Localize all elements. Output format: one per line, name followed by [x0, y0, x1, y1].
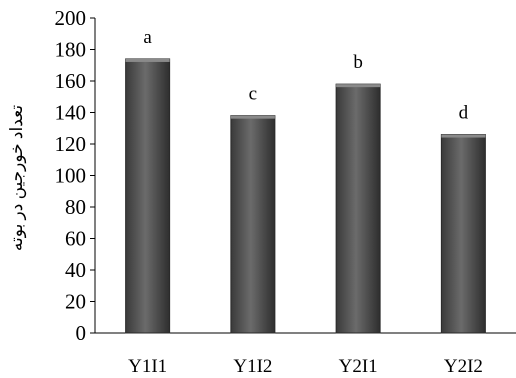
- data-label: c: [249, 84, 257, 105]
- y-tick-label: 0: [76, 321, 87, 345]
- bar: [125, 58, 171, 334]
- y-tick-label: 140: [55, 101, 87, 125]
- data-label: a: [143, 27, 152, 48]
- y-tick-label: 40: [65, 258, 86, 282]
- bar: [230, 115, 276, 334]
- bar: [440, 134, 486, 334]
- y-tick-label: 100: [55, 164, 87, 188]
- bar-cap: [125, 58, 170, 62]
- data-label: d: [459, 103, 469, 124]
- category-label: Y1I2: [233, 356, 272, 377]
- category-label: Y2I1: [339, 356, 378, 377]
- bar-cap: [336, 84, 381, 88]
- category-label: Y2I2: [444, 356, 483, 377]
- bar-cap: [230, 115, 275, 119]
- y-axis-label: تعداد خورجین در بوته: [7, 105, 27, 251]
- data-label: b: [353, 52, 363, 73]
- category-label: Y1I1: [128, 356, 167, 377]
- data-labels: a c b d: [143, 27, 468, 124]
- y-tick-label: 180: [55, 38, 87, 62]
- y-tick-label: 120: [55, 132, 87, 156]
- y-tick-label: 160: [55, 69, 87, 93]
- category-labels: Y1I1 Y1I2 Y2I1 Y2I2: [128, 356, 483, 377]
- bars: [125, 58, 486, 334]
- y-tick-labels: 0 20 40 60 80 100 120 140 160 180 200: [55, 6, 95, 345]
- y-tick-label: 80: [65, 195, 86, 219]
- y-tick-label: 60: [65, 227, 86, 251]
- bar-cap: [441, 134, 486, 138]
- bar: [335, 83, 381, 334]
- y-tick-label: 200: [55, 6, 87, 30]
- y-tick-label: 20: [65, 290, 86, 314]
